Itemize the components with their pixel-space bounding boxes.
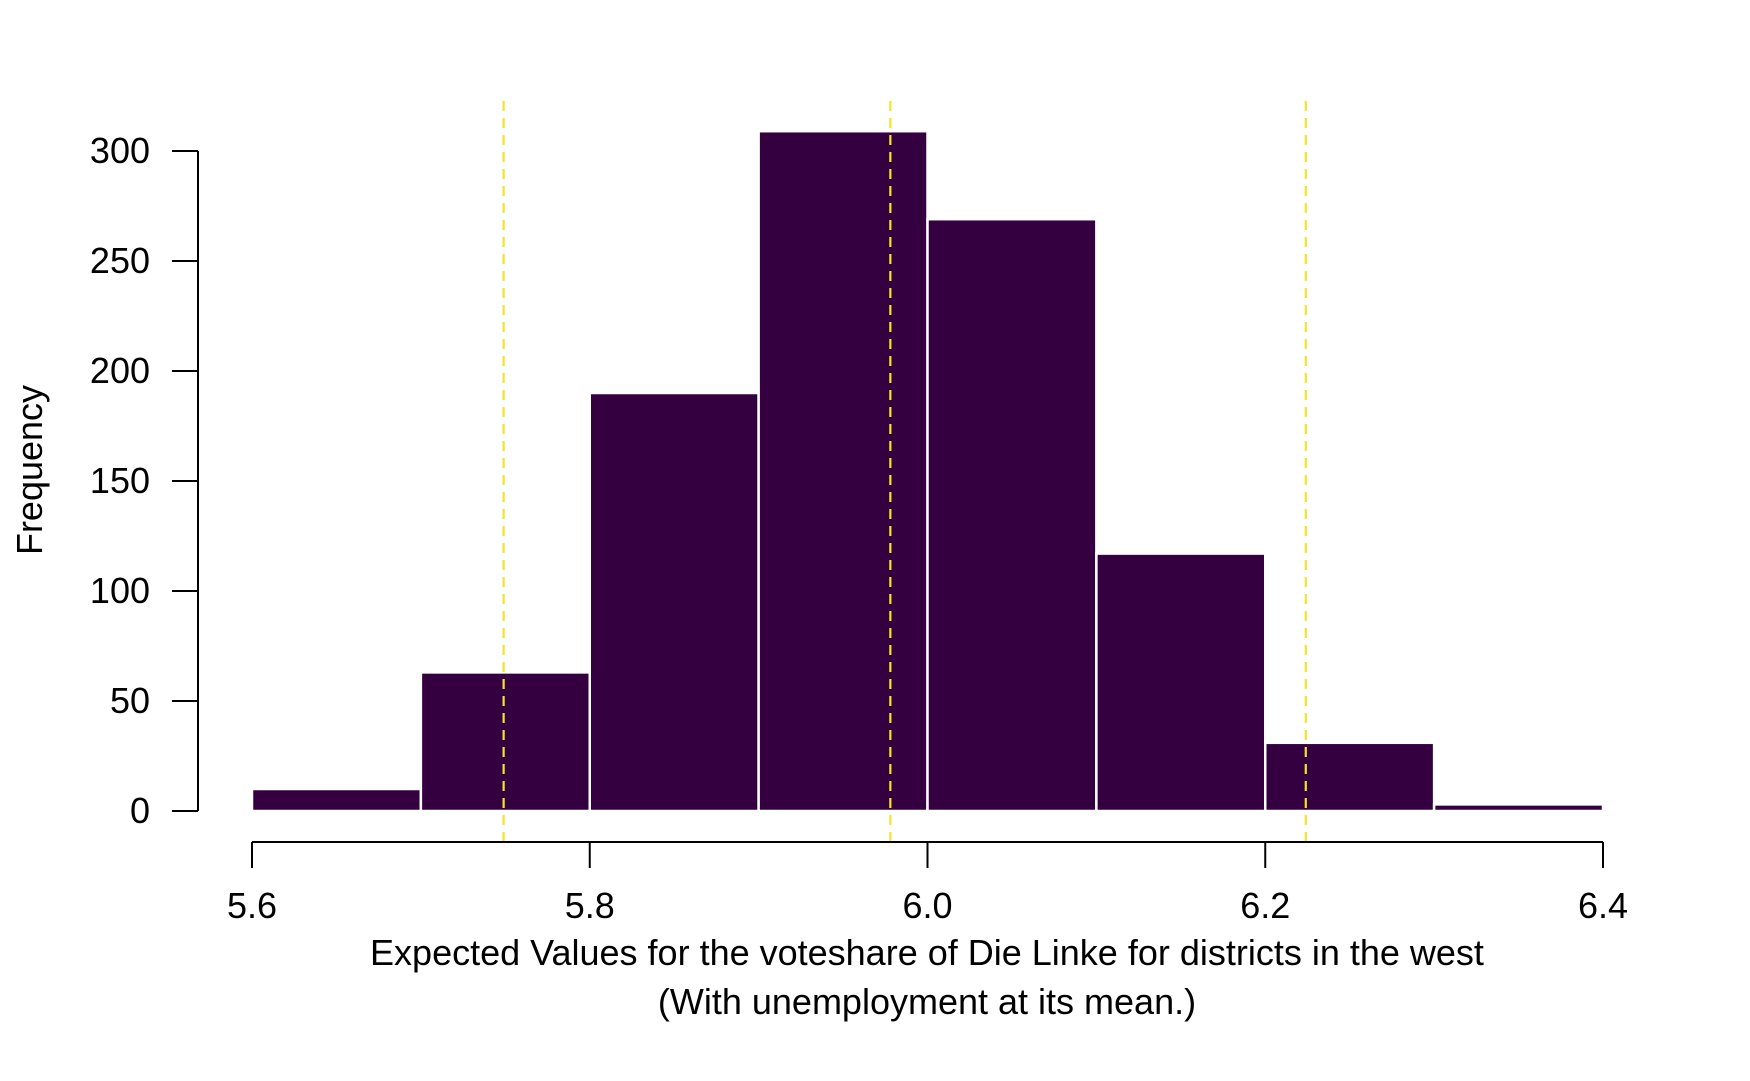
x-tick-label-5.6: 5.6 [227,885,277,926]
histogram-bar-2 [588,391,760,813]
y-tick-label-150: 150 [90,460,150,501]
y-tick-label-250: 250 [90,240,150,281]
y-tick-label-0: 0 [130,790,150,831]
x-axis-subtitle: (With unemployment at its mean.) [658,981,1196,1022]
x-tick-label-6.0: 6.0 [902,885,952,926]
x-axis: 5.6 5.8 6.0 6.2 6.4 [227,841,1628,926]
reference-lines-group [502,101,1307,841]
histogram-bar-0 [250,787,423,813]
histogram-bar-6 [1264,741,1436,813]
histogram-bar-4 [926,217,1098,813]
y-axis-title: Frequency [9,385,50,555]
y-tick-label-300: 300 [90,130,150,171]
y-axis: 0 50 100 150 200 250 300 [90,130,199,831]
histogram-bar-5 [1095,552,1267,813]
y-tick-label-100: 100 [90,570,150,611]
histogram-bar-1 [419,671,591,813]
histogram-bar-3 [757,129,929,813]
x-tick-label-5.8: 5.8 [565,885,615,926]
y-tick-label-50: 50 [110,680,150,721]
y-tick-label-200: 200 [90,350,150,391]
x-tick-label-6.2: 6.2 [1240,885,1290,926]
histogram-bar-7 [1432,803,1605,813]
bars-group [250,129,1605,813]
x-tick-label-6.4: 6.4 [1578,885,1628,926]
x-axis-title: Expected Values for the voteshare of Die… [370,932,1484,973]
